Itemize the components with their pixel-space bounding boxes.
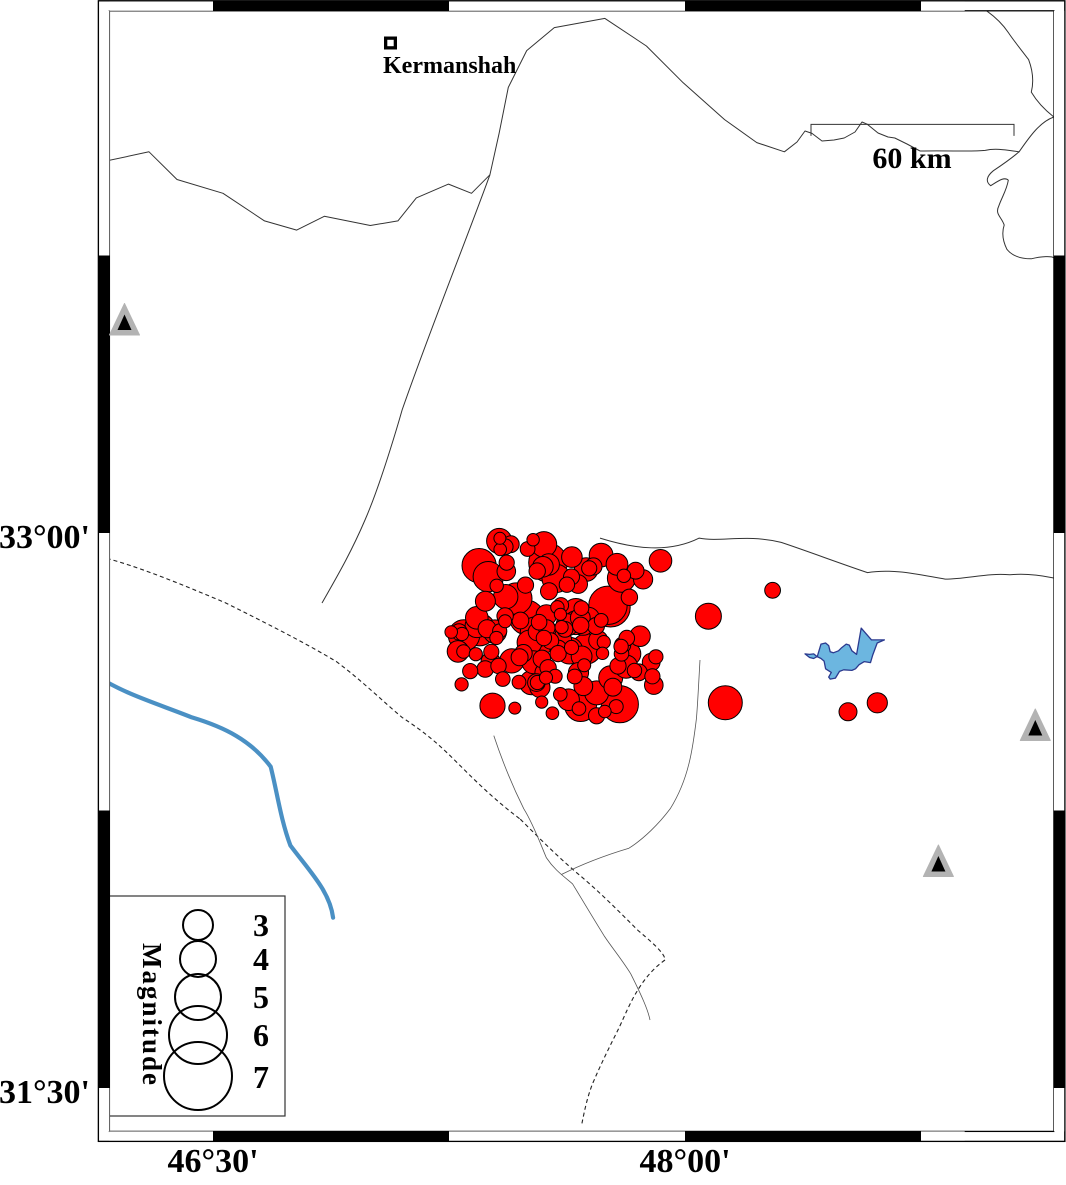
svg-text:7: 7 [253,1059,269,1095]
svg-text:60 km: 60 km [872,142,951,175]
svg-text:3: 3 [253,907,269,943]
svg-text:Magnitude: Magnitude [137,943,167,1087]
svg-text:Kermanshah: Kermanshah [383,53,516,79]
svg-text:6: 6 [253,1017,269,1053]
svg-text:31°30': 31°30' [0,1074,90,1111]
svg-text:46°30': 46°30' [167,1143,258,1180]
svg-text:48°00': 48°00' [639,1143,730,1180]
svg-text:33°00': 33°00' [0,519,90,556]
svg-text:4: 4 [253,941,269,977]
svg-text:5: 5 [253,979,269,1015]
